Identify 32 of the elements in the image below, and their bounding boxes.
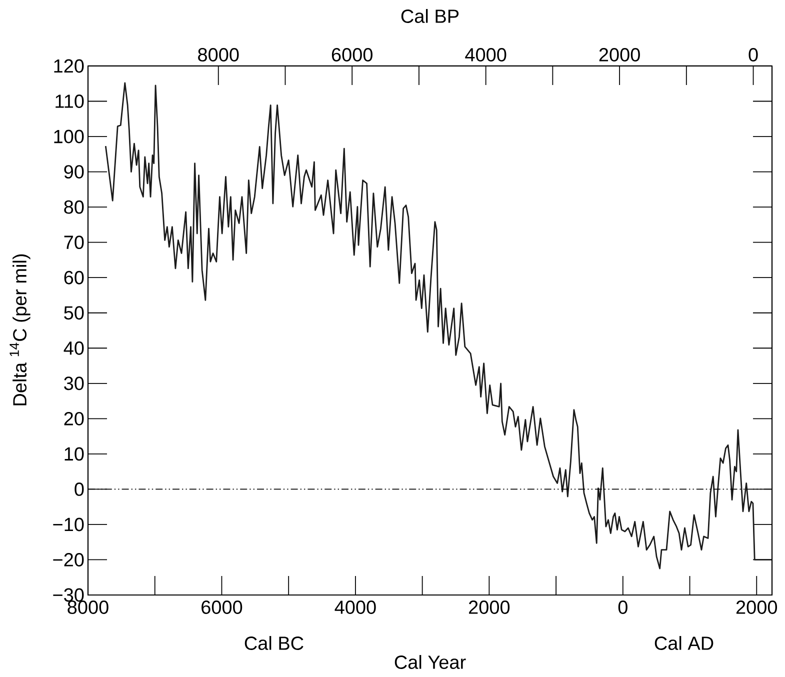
x2-tick-label: 0 bbox=[748, 48, 758, 62]
y-tick-label: 120 bbox=[54, 59, 84, 73]
text: Cal BC bbox=[244, 636, 304, 650]
x-tick-label: 6000 bbox=[202, 600, 242, 614]
x2-tick-label: 6000 bbox=[332, 48, 372, 62]
x-tick-label: 2000 bbox=[736, 600, 778, 614]
y-tick-label: 90 bbox=[64, 165, 84, 179]
x-tick-label: 4000 bbox=[334, 600, 376, 614]
x2-axis-title: Cal BP bbox=[401, 9, 459, 23]
x-axis-title: Cal Year bbox=[394, 655, 466, 669]
y-tick-label: −30 bbox=[53, 588, 84, 602]
x2-tick-label: 4000 bbox=[465, 48, 506, 62]
x-tick-label: 8000 bbox=[68, 600, 108, 614]
y-tick-label: 40 bbox=[64, 341, 84, 355]
x2-tick-label: 2000 bbox=[599, 48, 640, 62]
y-tick-label: 50 bbox=[64, 306, 84, 320]
y-tick-label: 30 bbox=[64, 376, 84, 390]
y-tick-label: 10 bbox=[64, 447, 84, 461]
x2-tick-label: 8000 bbox=[198, 48, 239, 62]
y-tick-label: −10 bbox=[53, 518, 84, 532]
x-tick-label: 2000 bbox=[468, 600, 510, 614]
y-tick-label: 80 bbox=[64, 200, 84, 214]
y-tick-label: −20 bbox=[53, 553, 84, 566]
y-tick-label: 70 bbox=[64, 236, 84, 250]
text: Cal AD bbox=[654, 636, 714, 650]
y-tick-label: 100 bbox=[54, 130, 84, 144]
y-tick-label: 60 bbox=[64, 270, 84, 284]
x-tick-label: 0 bbox=[618, 600, 628, 614]
y-tick-label: 110 bbox=[56, 94, 84, 108]
y-axis-title: Delta $^{14}$C (per mil) bbox=[10, 254, 30, 406]
y-tick-label: 20 bbox=[64, 412, 84, 426]
y-tick-label: 0 bbox=[74, 482, 84, 496]
